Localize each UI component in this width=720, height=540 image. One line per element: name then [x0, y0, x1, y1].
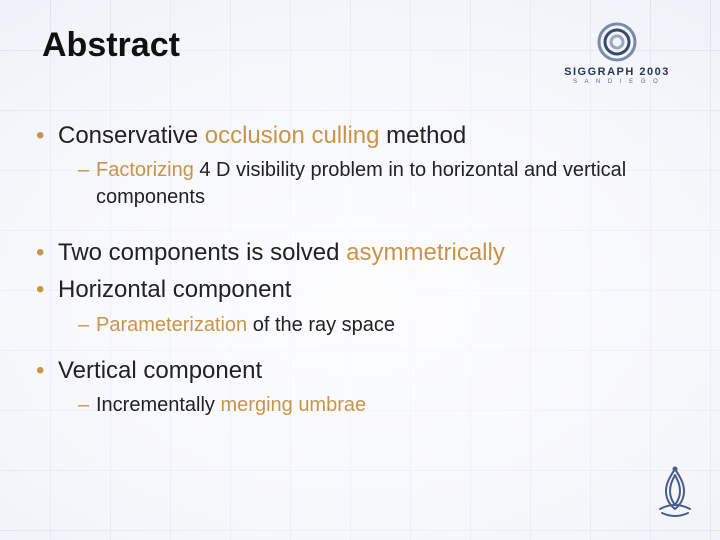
highlight-text: asymmetrically	[346, 239, 505, 266]
slide-body: Conservative occlusion culling method Fac…	[30, 120, 680, 435]
siggraph-spiral-icon	[595, 20, 639, 64]
body-text: Two components is solved	[58, 239, 346, 266]
body-text: Vertical component	[58, 357, 262, 384]
body-text: of the ray space	[247, 314, 395, 336]
slide: Abstract SIGGRAPH 2003 S A N D I E G O C…	[0, 0, 720, 540]
bullet-level-2: Factorizing 4 D visibility problem in to…	[30, 157, 680, 211]
body-text: Horizontal component	[58, 276, 291, 303]
highlight-text: Parameterization	[96, 314, 247, 336]
bullet-level-1: Two components is solved asymmetrically	[30, 237, 680, 268]
conference-emblem-icon	[652, 465, 698, 526]
bullet-level-1: Horizontal component	[30, 274, 680, 305]
body-text: Conservative	[58, 122, 205, 149]
bullet-level-2: Parameterization of the ray space	[30, 312, 680, 339]
siggraph-text: SIGGRAPH 2003	[542, 66, 692, 78]
body-text: Incrementally	[96, 394, 221, 416]
highlight-text: merging umbrae	[221, 394, 367, 416]
highlight-text: Factorizing	[96, 159, 194, 181]
highlight-text: occlusion culling	[205, 122, 380, 149]
slide-title: Abstract	[42, 26, 180, 65]
bullet-level-1: Conservative occlusion culling method	[30, 120, 680, 151]
siggraph-subtext: S A N D I E G O	[542, 79, 692, 85]
siggraph-logo: SIGGRAPH 2003 S A N D I E G O	[542, 20, 692, 85]
bullet-level-1: Vertical component	[30, 355, 680, 386]
body-text: method	[380, 122, 467, 149]
bullet-level-2: Incrementally merging umbrae	[30, 392, 680, 419]
